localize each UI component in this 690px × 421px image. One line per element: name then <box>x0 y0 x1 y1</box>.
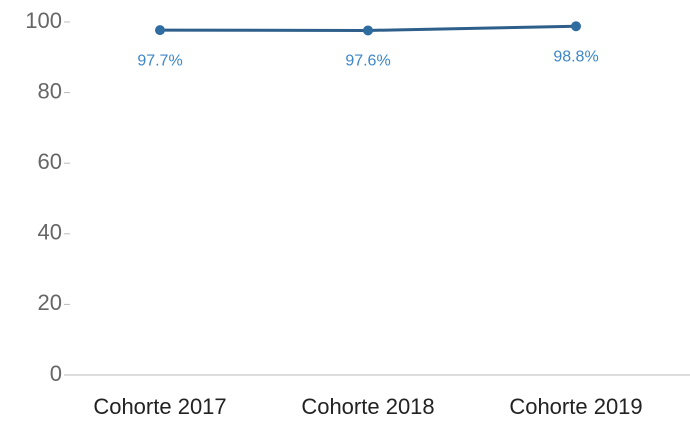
value-label: 97.7% <box>137 52 182 69</box>
x-tick-label: Cohorte 2019 <box>509 394 642 419</box>
y-tick-label: 60 <box>38 149 62 174</box>
y-tick-label: 40 <box>38 220 62 245</box>
point <box>363 25 373 36</box>
y-tick-label: 100 <box>25 8 62 33</box>
x-tick-label: Cohorte 2017 <box>93 394 226 419</box>
point <box>571 21 581 32</box>
x-tick-label: Cohorte 2018 <box>301 394 434 419</box>
point <box>155 25 165 36</box>
y-tick-label: 20 <box>38 290 62 315</box>
y-tick-label: 0 <box>50 361 62 386</box>
value-label: 97.6% <box>345 53 390 70</box>
value-label: 98.8% <box>553 48 598 65</box>
y-tick-label: 80 <box>38 78 62 103</box>
